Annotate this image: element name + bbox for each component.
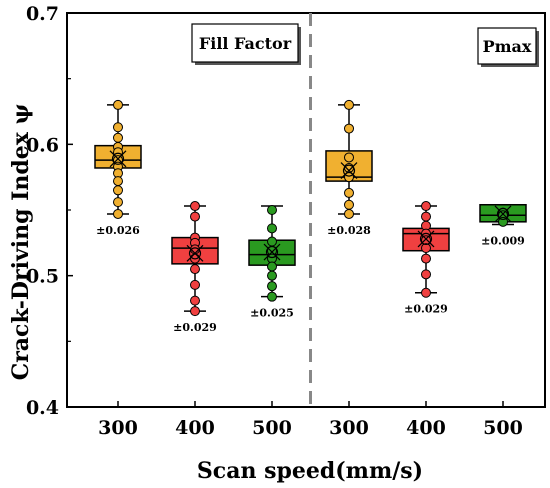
data-point bbox=[344, 152, 354, 163]
box-1: ±0.029 bbox=[171, 201, 219, 334]
mean-cross-b bbox=[417, 230, 435, 248]
data-point bbox=[267, 223, 277, 234]
data-point bbox=[421, 243, 431, 254]
x-tick-label: 300 bbox=[329, 417, 369, 439]
mean-cross-b bbox=[494, 205, 512, 223]
panel-label-text: Fill Factor bbox=[199, 34, 292, 53]
data-point bbox=[344, 187, 354, 198]
data-point bbox=[267, 270, 277, 281]
box-0: ±0.026 bbox=[94, 99, 142, 237]
std-dev-label: ±0.028 bbox=[327, 224, 371, 237]
data-point bbox=[421, 269, 431, 280]
data-point bbox=[344, 172, 354, 183]
data-point bbox=[113, 197, 123, 208]
plot-frame bbox=[66, 12, 546, 408]
data-point bbox=[267, 205, 277, 215]
data-point bbox=[190, 306, 200, 317]
mean-cross-b bbox=[186, 244, 204, 262]
data-point bbox=[113, 132, 123, 143]
y-tick-label: 0.7 bbox=[26, 3, 59, 25]
data-point bbox=[267, 261, 277, 272]
std-dev-label: ±0.026 bbox=[96, 224, 140, 237]
plot-border bbox=[66, 12, 546, 408]
data-point bbox=[113, 176, 123, 187]
data-point bbox=[190, 211, 200, 222]
data-point bbox=[113, 122, 123, 133]
x-tick-label: 300 bbox=[98, 417, 138, 439]
mean-cross-b bbox=[340, 162, 358, 180]
data-point bbox=[421, 253, 431, 264]
std-dev-label: ±0.009 bbox=[481, 234, 525, 247]
y-tick-label: 0.6 bbox=[26, 134, 59, 156]
data-point bbox=[344, 199, 354, 210]
mean-cross-b bbox=[109, 150, 127, 168]
y-axis: 0.4 0.5 0.6 0.7 bbox=[26, 3, 73, 419]
data-point bbox=[113, 185, 123, 196]
x-tick-label: 400 bbox=[406, 417, 446, 439]
data-point bbox=[421, 211, 431, 222]
data-point bbox=[344, 123, 354, 134]
mean-marker bbox=[419, 232, 433, 245]
x-axis-title: Scan speed(mm/s) bbox=[197, 458, 423, 484]
mean-marker bbox=[342, 164, 356, 177]
box-5: ±0.009 bbox=[479, 203, 527, 247]
y-axis-title: Crack-Driving Index ψ bbox=[8, 104, 34, 381]
mean-cross-b bbox=[263, 243, 281, 261]
data-point bbox=[113, 99, 123, 110]
mean-marker bbox=[265, 245, 279, 259]
data-point bbox=[267, 236, 277, 247]
data-point bbox=[190, 264, 200, 275]
data-point bbox=[190, 295, 200, 306]
data-point bbox=[344, 208, 354, 219]
data-point bbox=[344, 99, 354, 110]
x-axis: 300 400 500 300 400 500 bbox=[98, 401, 523, 439]
mean-marker bbox=[496, 207, 510, 221]
y-tick-label: 0.5 bbox=[26, 266, 59, 288]
std-dev-label: ±0.029 bbox=[404, 303, 448, 316]
std-dev-label: ±0.025 bbox=[250, 307, 294, 320]
data-point bbox=[190, 279, 200, 290]
panel-label-box bbox=[191, 23, 299, 63]
x-tick-label: 400 bbox=[175, 417, 215, 439]
box-4: ±0.029 bbox=[402, 201, 450, 316]
box-series: ±0.026 ±0.029 ±0.025 ±0.028 ±0.029 ±0.009 bbox=[94, 99, 527, 334]
panel-label-text: Pmax bbox=[483, 37, 532, 56]
x-tick-label: 500 bbox=[483, 417, 523, 439]
mean-marker bbox=[111, 152, 125, 165]
data-point bbox=[421, 287, 431, 298]
panel-label-box bbox=[477, 27, 537, 65]
data-point bbox=[190, 201, 200, 212]
data-point bbox=[267, 291, 277, 302]
std-dev-label: ±0.029 bbox=[173, 321, 217, 334]
box-2: ±0.025 bbox=[248, 205, 296, 320]
data-point bbox=[113, 208, 123, 219]
panel-labels: Fill Factor Pmax bbox=[191, 23, 539, 67]
data-point bbox=[421, 201, 431, 212]
mean-marker bbox=[188, 247, 202, 260]
box-3: ±0.028 bbox=[325, 99, 373, 237]
y-tick-label: 0.4 bbox=[26, 397, 59, 419]
x-tick-label: 500 bbox=[252, 417, 292, 439]
data-point bbox=[267, 281, 277, 292]
